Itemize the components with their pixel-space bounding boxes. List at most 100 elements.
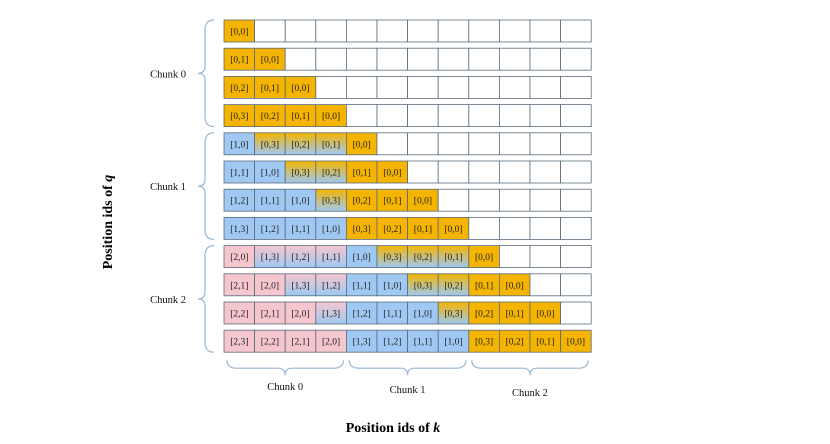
empty-cell [437,160,470,184]
grid-row: [2,2] [2,1] [2,0] [1,3] [1,2] [1,1] [1,0] [0,3]… [223,301,592,325]
cell-label: [0,3] [230,112,248,122]
grid-row: [1,3] [1,2] [1,1] [1,0] [0,3] [0,2] [0,1] [0,0] [223,216,592,240]
empty-cell [437,132,470,156]
empty-cell [315,76,347,99]
cell-label: [0,3] [353,225,371,235]
cell-label: [1,3] [261,253,279,263]
y-axis-title: Position ids of q [101,175,116,270]
empty-cell [407,47,439,71]
cell-label: [0,1] [536,338,554,348]
empty-cell [376,104,409,127]
empty-cell [468,76,500,99]
cell-label: [1,0] [383,281,401,291]
empty-cell [437,76,470,99]
empty-cell [498,19,531,43]
empty-cell [437,104,470,127]
cell-label: [1,2] [261,225,279,235]
empty-cell [560,76,592,99]
col-chunk-brace [348,360,467,376]
row-chunk-label: Chunk 2 [150,295,186,306]
empty-cell [560,160,592,184]
cell-label: [0,2] [291,140,309,150]
cell-label: [1,3] [291,281,309,291]
cell-label: [2,0] [322,338,340,348]
cell-label: [0,3] [475,338,493,348]
empty-cell [560,132,592,156]
empty-cell [315,19,347,43]
empty-cell [437,188,470,212]
cell-label: [0,0] [353,140,371,150]
cell-label: [0,0] [506,281,524,291]
cell-label: [0,2] [383,225,401,235]
empty-cell [560,47,592,71]
grid-row: [0,3] [0,2] [0,1] [0,0] [223,104,592,127]
x-axis-title: Position ids of k [346,421,441,436]
cell-label: [0,3] [291,169,309,179]
cell-label: [0,2] [444,281,462,291]
cell-label: [1,2] [353,310,371,320]
empty-cell [407,76,439,99]
grid-row: [2,0] [1,3] [1,2] [1,1] [1,0] [0,3] [0,2] [0,1]… [223,245,592,269]
empty-cell [407,104,439,127]
empty-cell [529,216,562,240]
empty-cell [560,273,592,297]
empty-cell [468,47,500,71]
empty-cell [468,104,500,127]
cell-label: [1,1] [414,338,432,348]
empty-cell [345,104,378,127]
cell-label: [1,0] [414,310,432,320]
cell-label: [0,2] [414,253,432,263]
cell-label: [0,1] [444,253,462,263]
cell-label: [1,1] [322,253,340,263]
cell-label: [0,0] [291,84,309,94]
cell-label: [1,1] [291,225,309,235]
empty-cell [376,47,409,71]
cell-label: [1,3] [353,338,371,348]
chunk-brackets [197,19,589,376]
col-chunk-label: Chunk 2 [512,388,548,399]
cell-label: [0,3] [383,253,401,263]
empty-cell [498,245,531,269]
cell-label: [0,1] [475,281,493,291]
cell-label: [1,3] [322,310,340,320]
empty-cell [376,132,409,156]
empty-cell [498,132,531,156]
col-chunk-label: Chunk 1 [390,385,426,396]
cell-label: [0,0] [536,310,554,320]
empty-cell [284,47,317,71]
cell-label: [0,3] [414,281,432,291]
empty-cell [437,19,470,43]
empty-cell [345,19,378,43]
cell-label: [0,0] [444,225,462,235]
cell-label: [0,0] [322,112,340,122]
empty-cell [468,19,500,43]
cell-label: [0,1] [353,169,371,179]
cell-label: [0,2] [261,112,279,122]
cell-label: [2,1] [230,281,248,291]
cell-label: [0,1] [230,56,248,66]
empty-cell [407,132,439,156]
empty-cell [529,160,562,184]
cell-label: [0,2] [322,169,340,179]
cell-label: [0,1] [414,225,432,235]
cell-label: [0,1] [506,310,524,320]
empty-cell [498,47,531,71]
cell-label: [0,3] [322,197,340,207]
cell-label: [1,2] [230,197,248,207]
empty-cell [498,104,531,127]
empty-cell [560,245,592,269]
attention-grid: [0,0] [0,1] [0,0] [0,2] [0,1] [0,0] [0,3] [0,2]… [223,19,592,353]
empty-cell [560,19,592,43]
cell-label: [0,0] [475,253,493,263]
cell-label: [1,1] [230,169,248,179]
grid-row: [0,0] [223,19,592,43]
empty-cell [254,19,286,43]
cell-label: [1,0] [353,253,371,263]
cell-label: [2,1] [261,310,279,320]
empty-cell [560,104,592,127]
cell-label: [0,0] [230,28,248,38]
cell-label: [2,0] [291,310,309,320]
cell-label: [2,0] [261,281,279,291]
cell-label: [1,0] [444,338,462,348]
